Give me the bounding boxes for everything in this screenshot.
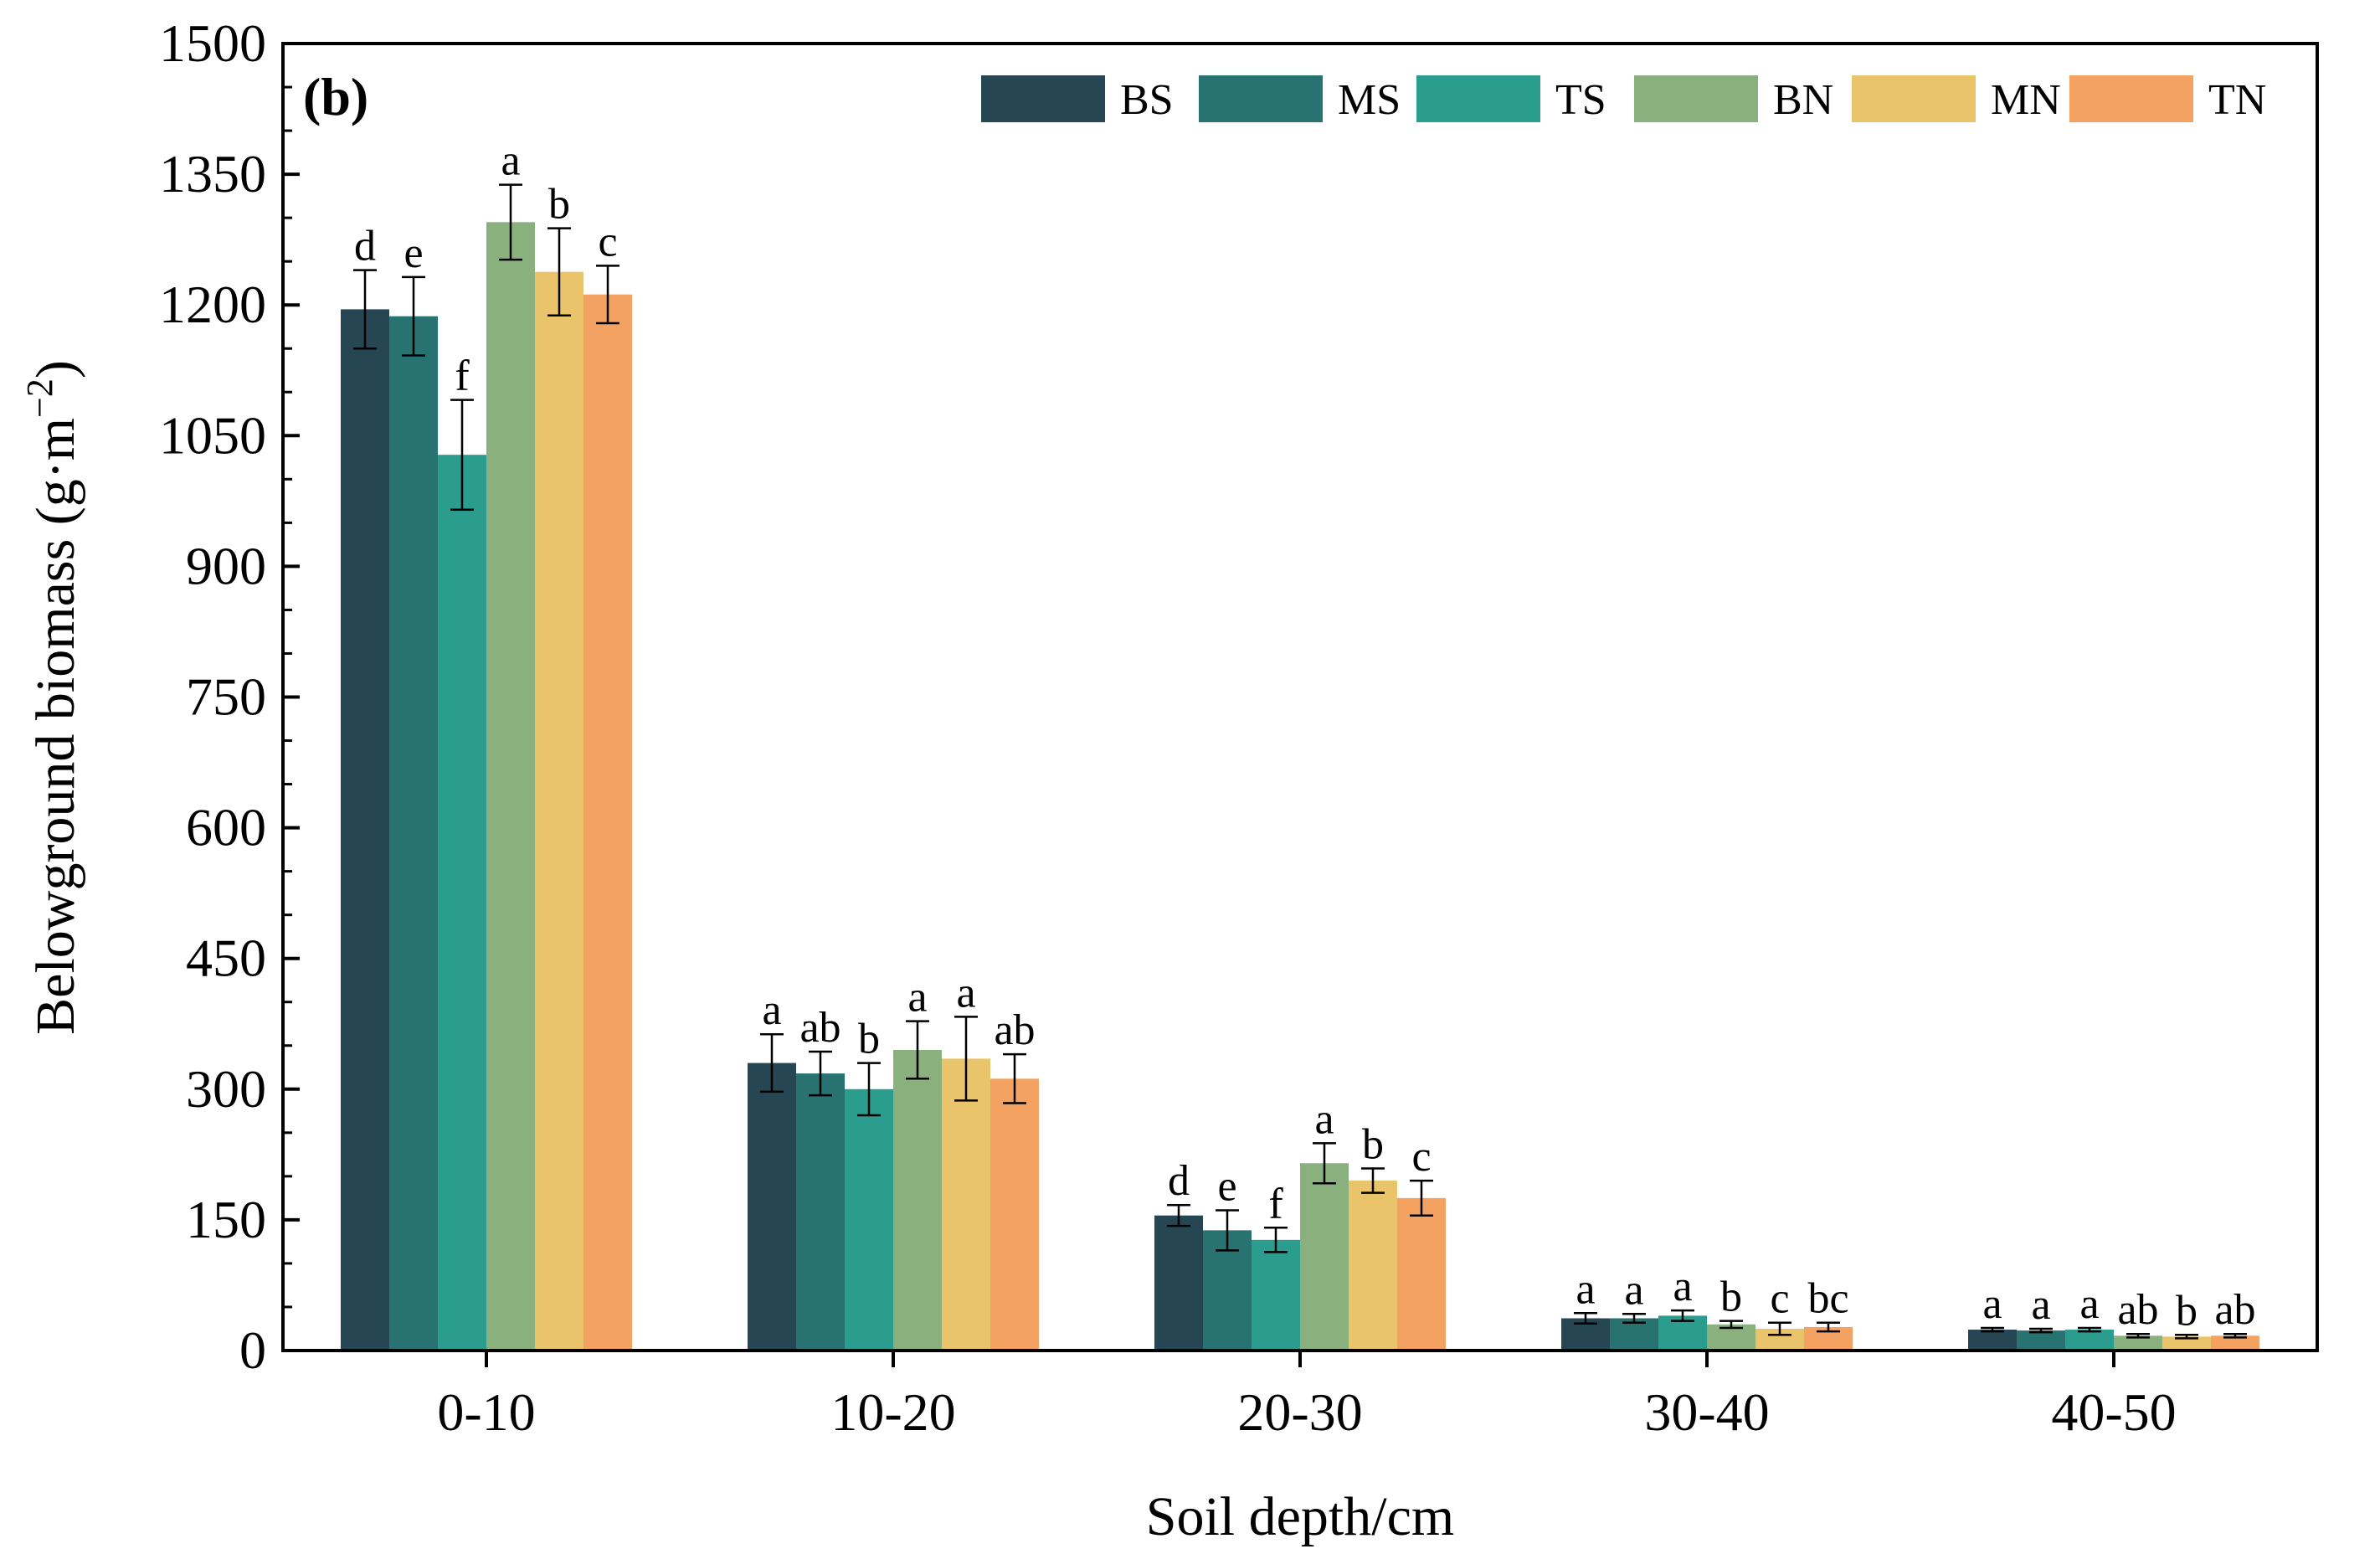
bar-MN-10-20 xyxy=(942,1058,990,1351)
bar-BS-20-30 xyxy=(1154,1215,1203,1351)
legend-label-MN: MN xyxy=(1991,76,2061,124)
bar-TS-0-10 xyxy=(438,455,486,1351)
significance-label-TN-30-40: bc xyxy=(1807,1275,1848,1323)
significance-label-BN-0-10: a xyxy=(501,137,520,185)
y-tick-label: 450 xyxy=(186,929,266,988)
y-tick-label: 0 xyxy=(239,1320,266,1380)
significance-label-BN-20-30: a xyxy=(1314,1095,1334,1143)
legend: BS MS TS BN MN TN xyxy=(981,75,2266,124)
x-axis-title: Soil depth/cm xyxy=(1146,1486,1454,1547)
x-tick-label: 20-30 xyxy=(1237,1382,1362,1442)
bar-TS-20-30 xyxy=(1252,1239,1300,1351)
significance-label-BS-30-40: a xyxy=(1576,1265,1595,1313)
significance-label-MS-10-20: ab xyxy=(799,1004,840,1052)
bar-BN-0-10 xyxy=(486,222,535,1351)
bar-TS-10-20 xyxy=(845,1088,893,1351)
significance-label-MS-30-40: a xyxy=(1624,1266,1643,1314)
bar-MS-0-10 xyxy=(389,316,438,1351)
bar-BN-20-30 xyxy=(1300,1163,1349,1351)
bar-TN-0-10 xyxy=(583,294,632,1351)
significance-label-TN-40-50: ab xyxy=(2214,1286,2255,1334)
y-tick-label: 150 xyxy=(186,1190,266,1249)
legend-swatch-MS xyxy=(1199,75,1323,122)
significance-label-BS-20-30: d xyxy=(1168,1157,1190,1205)
significance-label-BS-0-10: d xyxy=(354,223,376,270)
significance-label-BN-40-50: ab xyxy=(2117,1286,2158,1334)
bar-BS-0-10 xyxy=(341,309,389,1351)
y-tick-label: 1350 xyxy=(159,144,266,203)
significance-label-TS-0-10: f xyxy=(455,352,470,400)
y-axis: 0 150 300 450 600 750 900 1050 1200 1350 1500 xyxy=(159,13,300,1380)
y-tick-label: 1050 xyxy=(159,405,266,465)
significance-label-BN-30-40: b xyxy=(1720,1274,1742,1321)
x-axis: 0-10 10-20 20-30 30-40 40-50 xyxy=(437,1351,2177,1442)
significance-label-MS-40-50: a xyxy=(2031,1281,2050,1329)
significance-label-TS-10-20: b xyxy=(858,1016,880,1063)
bar-TN-10-20 xyxy=(990,1078,1039,1351)
significance-label-TN-0-10: c xyxy=(598,218,617,265)
y-tick-label: 600 xyxy=(186,798,266,857)
bars-layer xyxy=(341,222,2259,1351)
bar-BS-40-50 xyxy=(1968,1330,2017,1351)
error-bars-layer xyxy=(353,183,2247,1340)
legend-swatch-TS xyxy=(1416,75,1540,122)
y-axis-title-main: Belowground biomass (g·m xyxy=(25,418,86,1035)
x-tick-label: 40-50 xyxy=(2051,1382,2176,1442)
bar-TN-40-50 xyxy=(2211,1335,2259,1351)
bar-TS-40-50 xyxy=(2065,1330,2114,1351)
significance-label-TS-30-40: a xyxy=(1673,1263,1692,1310)
bar-MS-10-20 xyxy=(796,1073,845,1351)
significance-label-MS-0-10: e xyxy=(404,229,423,277)
legend-label-BS: BS xyxy=(1120,76,1174,124)
legend-swatch-TN xyxy=(2069,75,2193,122)
y-axis-title-superscript: −2 xyxy=(19,378,60,418)
y-tick-label: 1200 xyxy=(159,275,266,334)
significance-label-TS-20-30: f xyxy=(1268,1180,1283,1227)
significance-label-TS-40-50: a xyxy=(2079,1280,2099,1328)
y-axis-title-close: ) xyxy=(25,360,86,378)
significance-label-BS-40-50: a xyxy=(1982,1280,2002,1328)
x-tick-label: 0-10 xyxy=(437,1382,535,1442)
significance-label-MN-20-30: b xyxy=(1362,1121,1384,1169)
y-tick-label: 750 xyxy=(186,667,266,727)
legend-swatch-MN xyxy=(1852,75,1976,122)
significance-label-MN-10-20: a xyxy=(956,969,975,1016)
significance-label-BS-10-20: a xyxy=(762,986,781,1034)
significance-label-MS-20-30: e xyxy=(1217,1162,1236,1210)
significance-label-TN-20-30: c xyxy=(1411,1133,1431,1181)
significance-label-MN-40-50: b xyxy=(2176,1287,2198,1335)
panel-label: (b) xyxy=(303,67,368,126)
legend-swatch-BN xyxy=(1634,75,1758,122)
bar-BS-10-20 xyxy=(748,1063,796,1351)
significance-label-MN-30-40: c xyxy=(1770,1275,1789,1323)
bar-TN-20-30 xyxy=(1397,1197,1446,1351)
legend-swatch-BS xyxy=(981,75,1105,122)
bar-MS-40-50 xyxy=(2017,1330,2065,1351)
legend-label-BN: BN xyxy=(1773,76,1833,124)
x-tick-label: 30-40 xyxy=(1644,1382,1769,1442)
x-tick-label: 10-20 xyxy=(830,1382,955,1442)
significance-label-BN-10-20: a xyxy=(907,974,927,1021)
significance-label-MN-0-10: b xyxy=(548,181,570,229)
significance-label-TN-10-20: ab xyxy=(994,1006,1035,1054)
bar-MN-40-50 xyxy=(2162,1336,2211,1351)
y-tick-label: 300 xyxy=(186,1059,266,1119)
legend-label-TN: TN xyxy=(2208,76,2266,124)
bar-BN-10-20 xyxy=(893,1049,942,1351)
legend-label-TS: TS xyxy=(1555,76,1606,124)
y-tick-label: 900 xyxy=(186,536,266,595)
legend-label-MS: MS xyxy=(1338,76,1401,124)
bar-BN-40-50 xyxy=(2114,1335,2162,1351)
y-axis-title: Belowground biomass (g·m−2) xyxy=(19,360,86,1035)
y-tick-label: 1500 xyxy=(159,13,266,73)
bar-MN-20-30 xyxy=(1349,1181,1397,1351)
bar-MN-0-10 xyxy=(535,271,583,1351)
